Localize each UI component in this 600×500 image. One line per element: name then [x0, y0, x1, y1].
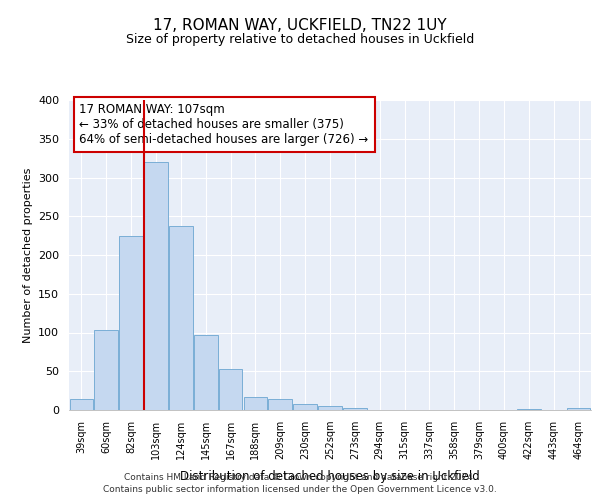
Bar	[343, 408, 367, 410]
Bar	[268, 399, 292, 410]
X-axis label: Distribution of detached houses by size in Uckfield: Distribution of detached houses by size …	[180, 470, 480, 484]
Text: 17 ROMAN WAY: 107sqm
← 33% of detached houses are smaller (375)
64% of semi-deta: 17 ROMAN WAY: 107sqm ← 33% of detached h…	[79, 103, 368, 146]
Text: 17, ROMAN WAY, UCKFIELD, TN22 1UY: 17, ROMAN WAY, UCKFIELD, TN22 1UY	[153, 18, 447, 32]
Y-axis label: Number of detached properties: Number of detached properties	[23, 168, 32, 342]
Bar	[70, 399, 93, 410]
Bar	[219, 369, 242, 410]
Bar	[517, 409, 541, 410]
Bar	[293, 404, 317, 410]
Text: Size of property relative to detached houses in Uckfield: Size of property relative to detached ho…	[126, 32, 474, 46]
Bar	[194, 335, 218, 410]
Text: Contains HM Land Registry data © Crown copyright and database right 2024.: Contains HM Land Registry data © Crown c…	[124, 474, 476, 482]
Bar	[567, 408, 590, 410]
Bar	[94, 330, 118, 410]
Text: Contains public sector information licensed under the Open Government Licence v3: Contains public sector information licen…	[103, 485, 497, 494]
Bar	[318, 406, 342, 410]
Bar	[144, 162, 168, 410]
Bar	[244, 397, 267, 410]
Bar	[169, 226, 193, 410]
Bar	[119, 236, 143, 410]
